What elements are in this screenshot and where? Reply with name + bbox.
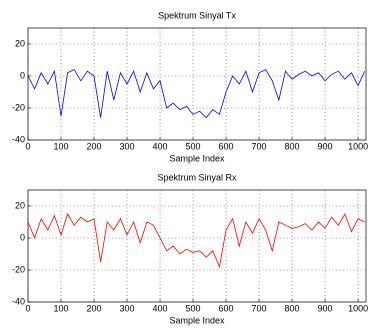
plot-area [28, 28, 366, 140]
y-tick-label: -40 [12, 134, 25, 144]
x-tick-label: 800 [285, 303, 300, 313]
x-tick-label: 100 [53, 141, 68, 151]
x-tick-label: 1000 [348, 141, 368, 151]
x-tick-label: 500 [186, 141, 201, 151]
y-tick-label: 0 [20, 232, 25, 242]
x-tick-label: 400 [153, 303, 168, 313]
x-tick-label: 100 [53, 303, 68, 313]
y-tick-label: 20 [15, 200, 25, 210]
x-axis-label: Sample Index [169, 153, 225, 163]
chart-title: Spektrum Sinyal Rx [157, 172, 237, 182]
x-tick-label: 600 [219, 303, 234, 313]
x-tick-label: 900 [318, 303, 333, 313]
x-tick-label: 300 [120, 141, 135, 151]
series-line [27, 213, 365, 269]
series-line [27, 69, 366, 119]
axes-frame [27, 189, 367, 303]
x-tick-label: 900 [318, 141, 333, 151]
chart-title: Spektrum Sinyal Tx [158, 10, 236, 20]
x-tick-label: 400 [153, 141, 168, 151]
y-tick-label: -20 [12, 264, 25, 274]
x-tick-label: 700 [252, 303, 267, 313]
y-tick-label: 20 [15, 38, 25, 48]
x-tick-label: 1000 [348, 303, 368, 313]
x-tick-label: 700 [252, 141, 267, 151]
x-tick-label: 600 [219, 141, 234, 151]
axes-frame [27, 27, 367, 141]
x-axis-label: Sample Index [169, 315, 225, 325]
x-tick-label: 0 [25, 303, 30, 313]
plot-area [28, 190, 366, 302]
x-tick-label: 800 [285, 141, 300, 151]
y-tick-label: -20 [12, 102, 25, 112]
y-tick-label: 0 [20, 70, 25, 80]
x-tick-label: 300 [120, 303, 135, 313]
y-tick-label: -40 [12, 296, 25, 306]
x-tick-label: 200 [87, 141, 102, 151]
x-tick-label: 0 [25, 141, 30, 151]
x-tick-label: 500 [186, 303, 201, 313]
x-tick-label: 200 [87, 303, 102, 313]
